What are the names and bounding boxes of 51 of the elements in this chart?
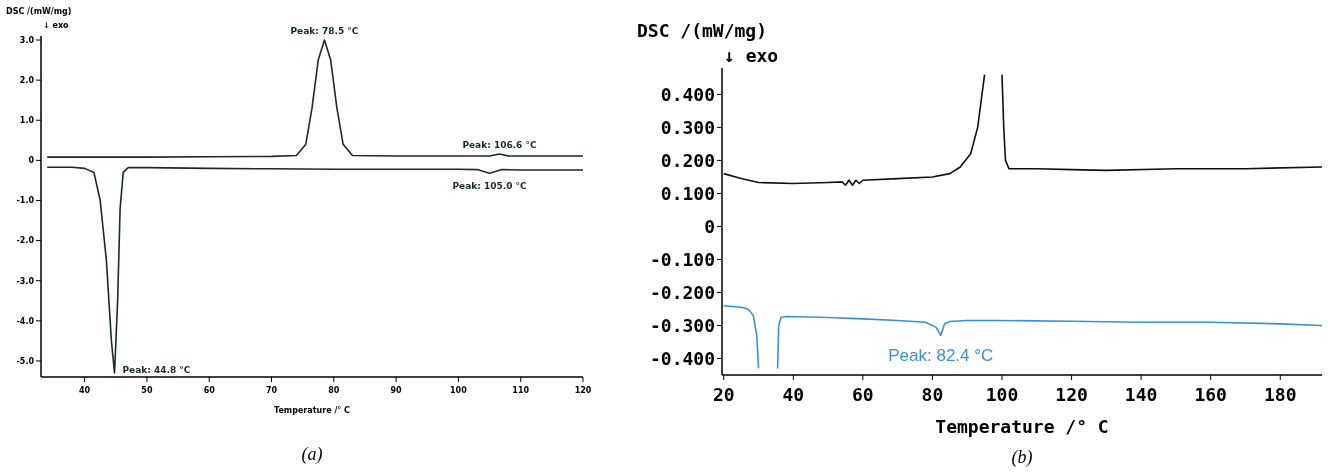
annotation: Peak: 82.4 °C	[888, 346, 994, 366]
text: (a)	[301, 444, 323, 465]
text: (b)	[1011, 447, 1033, 468]
y-axis-title: DSC /(mW/mg)	[6, 7, 72, 16]
y-axis-title: DSC /(mW/mg)	[637, 20, 768, 41]
x-axis-title: Temperature /° C	[935, 415, 1109, 437]
y-tick-label: -3.0	[16, 276, 35, 286]
y-tick-label: 1.0	[19, 116, 35, 126]
x-tick-label: 90	[390, 386, 403, 395]
x-tick-label: 100	[985, 384, 1019, 405]
y-tick-label: 0	[704, 215, 715, 237]
line-series	[46, 39, 584, 158]
x-tick-label: 80	[921, 384, 944, 405]
y-tick-label: 3.0	[19, 35, 35, 45]
y-tick-label: -4.0	[16, 316, 35, 326]
x-tick-label: 120	[574, 386, 592, 395]
y-tick-label: -0.300	[649, 314, 715, 336]
x-tick-label: 70	[265, 386, 278, 395]
y-tick-label: -5.0	[16, 356, 35, 366]
annotation: Peak: 78.5 °C	[290, 26, 359, 37]
x-tick-label: 40	[782, 384, 805, 405]
line-series	[46, 166, 584, 374]
x-tick-label: 50	[141, 386, 153, 395]
x-tick-label: 100	[450, 386, 468, 395]
x-tick-label: 140	[1124, 384, 1158, 405]
x-tick-label: 160	[1194, 384, 1227, 405]
y-tick-label: 2.0	[19, 75, 35, 85]
x-tick-label: 80	[328, 386, 340, 395]
annotation: Peak: 106.6 °C	[462, 139, 538, 150]
y-tick-label: 0.400	[660, 83, 715, 105]
annotation: Peak: 105.0 °C	[452, 181, 528, 192]
y-tick-label: 0.300	[660, 116, 715, 138]
x-tick-label: 110	[512, 386, 530, 395]
x-tick-label: 180	[1264, 384, 1297, 405]
text: ↓ exo	[724, 45, 779, 66]
y-tick-label: -1.0	[16, 196, 35, 206]
x-axis-title: Temperature /° C	[274, 405, 351, 415]
y-tick-label: -0.100	[649, 248, 715, 270]
y-tick-label: 0	[28, 156, 35, 166]
x-tick-label: 20	[712, 384, 735, 405]
y-tick-label: -0.400	[649, 347, 715, 369]
x-tick-label: 120	[1055, 384, 1088, 405]
annotation: Peak: 44.8 °C	[122, 364, 191, 375]
y-tick-label: -2.0	[16, 236, 35, 246]
x-tick-label: 60	[203, 386, 216, 395]
y-tick-label: 0.100	[660, 182, 715, 204]
text: ↓ exo	[43, 21, 70, 30]
x-tick-label: 40	[79, 386, 91, 395]
y-tick-label: -0.200	[649, 281, 715, 303]
x-tick-label: 60	[852, 384, 874, 405]
y-tick-label: 0.200	[660, 149, 715, 171]
